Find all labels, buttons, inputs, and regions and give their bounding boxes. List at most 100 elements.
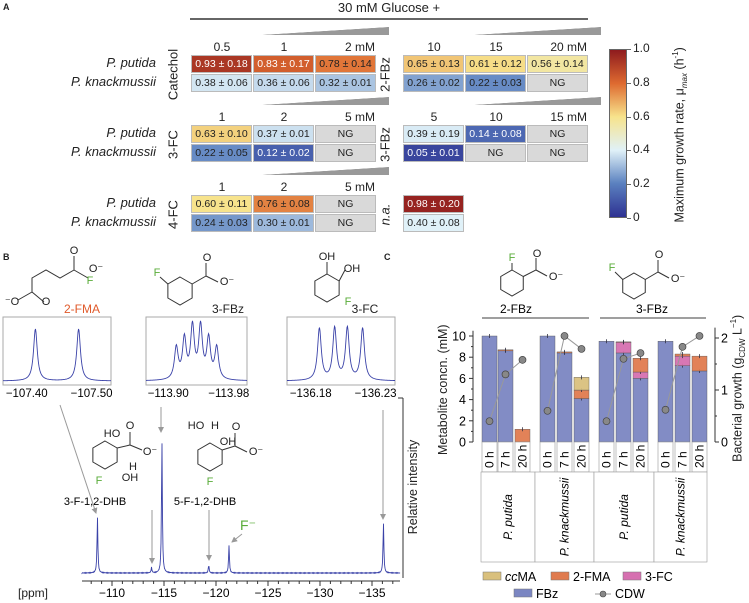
- cdw-point: [577, 345, 586, 353]
- right-tick-label: 2: [721, 332, 728, 346]
- structure-3-f-dhb-atom-label: OH: [122, 472, 139, 484]
- time-label: 20 h: [634, 445, 648, 468]
- structure-2-fma-atom-label: ⁻O: [5, 296, 20, 308]
- strain-label: P. knackmussii: [70, 214, 156, 229]
- legend-label-text: MA: [518, 570, 537, 584]
- structure-2-fbz-bonds: [523, 258, 537, 277]
- strain-label-box: [653, 471, 708, 563]
- growth-rate-cell: 0.14 ± 0.08: [465, 125, 526, 143]
- structure-2-fma-atom-label: O: [42, 296, 51, 308]
- x-tick-label: −125: [254, 586, 281, 600]
- right-tick-label: 0: [721, 436, 728, 450]
- structure-3-fbz-bonds: [614, 271, 624, 280]
- structure-5-f-dhb-atom-label: O: [232, 421, 241, 433]
- structure-3-fbz-bonds: [159, 276, 169, 285]
- concentration-label: 1: [280, 40, 288, 54]
- legend-label-text: 2-FMA: [573, 570, 611, 584]
- concentration-label: 5 mM: [345, 110, 375, 124]
- legend-label: 3-FC: [645, 570, 673, 584]
- concentration-label: 2: [280, 180, 288, 194]
- compound-label-fluoride: F⁻: [240, 517, 256, 533]
- left-tick-label: 2: [459, 414, 466, 428]
- colorbar-tick-label: 0.2: [633, 176, 650, 191]
- substrate-label: 3-FBz: [636, 302, 668, 316]
- left-tick-label: 0: [459, 436, 466, 450]
- time-label: 0 h: [600, 451, 614, 468]
- structure-3-fbz-bonds: [657, 271, 670, 279]
- colorbar-tick-label: 1.0: [633, 41, 650, 55]
- structure-3-fbz-atom-label: F: [609, 262, 616, 274]
- inset-compound-label: 3-FC: [352, 302, 379, 316]
- substrate-label: 2-FBz: [500, 302, 532, 316]
- strain-label: P. knackmussii: [70, 74, 156, 89]
- bar-segment-fbz: [556, 352, 573, 443]
- growth-rate-cell: 0.60 ± 0.11: [191, 195, 252, 213]
- no-growth-cell: NG: [315, 195, 376, 213]
- concentration-label: 2 mM: [345, 40, 375, 54]
- growth-rate-cell: 0.37 ± 0.01: [253, 125, 314, 143]
- inset-compound-label: 3-FBz: [212, 302, 244, 316]
- title-underline: [190, 18, 588, 20]
- bar-segment-2fma: [632, 358, 649, 373]
- y-axis-label-concn: Metabolite concn. (mM): [436, 324, 450, 455]
- concentration-label: 2: [280, 110, 288, 124]
- cdw-point: [501, 370, 510, 379]
- colorbar-label: Maximum growth rate, μmax (h-1): [671, 47, 689, 223]
- structure-2-fbz-ring: [500, 269, 524, 297]
- time-label: 0 h: [483, 451, 497, 468]
- growth-rate-cell: 0.22 ± 0.05: [191, 144, 252, 162]
- bar-segment-2fma: [691, 355, 708, 372]
- structure-5-f-dhb-bonds: [234, 445, 248, 453]
- strain-label: P. putida: [106, 125, 156, 140]
- concentration-label: 5: [430, 110, 438, 124]
- structure-3-fbz-atom-label: F: [154, 267, 161, 279]
- legend-label-text: CDW: [615, 587, 645, 601]
- growth-rate-cell: 0.63 ± 0.10: [191, 125, 252, 143]
- peak-arrow: [231, 533, 243, 543]
- colorbar: [609, 49, 627, 218]
- cdw-point: [695, 332, 704, 340]
- structure-2-fma-atom-label: O⁻: [89, 263, 104, 275]
- growth-rate-cell: 0.38 ± 0.06: [191, 74, 252, 92]
- time-label: 7 h: [499, 451, 513, 468]
- growth-rate-cell: 0.39 ± 0.19: [403, 125, 464, 143]
- structure-3-fbz-atom-label: O: [203, 252, 212, 264]
- structure-3-fbz-atom-label: O⁻: [671, 273, 686, 285]
- growth-rate-cell: 0.76 ± 0.08: [253, 195, 314, 213]
- colorbar-tick: [627, 82, 631, 84]
- inset-frame: [145, 316, 248, 386]
- legend-swatch-2fma: [550, 571, 570, 581]
- bar-segment-fbz: [497, 350, 514, 443]
- left-tick-label: 10: [452, 330, 466, 344]
- growth-rate-cell: 0.56 ± 0.14: [527, 55, 588, 73]
- structure-3-f-dhb-atom-label: F: [96, 475, 103, 487]
- bar-segment-fbz: [481, 335, 498, 443]
- structure-2-fbz-bonds: [535, 269, 548, 277]
- growth-rate-cell: 0.26 ± 0.02: [403, 74, 464, 92]
- time-label: 20 h: [693, 445, 707, 468]
- peak-arrow: [59, 404, 98, 514]
- concentration-label: 5 mM: [345, 180, 375, 194]
- inset-tick-label: −113.90: [148, 388, 189, 400]
- cdw-point: [661, 405, 670, 414]
- left-tick-label: 8: [459, 351, 466, 365]
- concentration-label: 20 mM: [550, 40, 587, 54]
- structure-2-fma-atom-label: O: [70, 245, 79, 257]
- growth-rate-cell: 0.12 ± 0.02: [253, 144, 314, 162]
- structure-3-f-dhb-atom-label: O⁻: [143, 446, 158, 458]
- structure-2-fma-bonds: [73, 269, 89, 279]
- colorbar-tick: [627, 116, 631, 118]
- structure-5-f-dhb-atom-label: HO: [188, 420, 205, 432]
- structure-2-fma-atom-label: F: [87, 275, 94, 287]
- legend-label: ccMA: [505, 570, 537, 584]
- strain-label: P. putida: [106, 195, 156, 210]
- structure-3-f-dhb-atom-label: O: [126, 420, 135, 432]
- growth-rate-cell: 0.30 ± 0.01: [253, 214, 314, 232]
- x-tick-label: −135: [358, 586, 385, 600]
- cdw-point: [636, 349, 645, 357]
- structure-2-fbz-atom-label: F: [509, 252, 516, 264]
- bar-segment-fbz: [674, 365, 691, 443]
- no-growth-cell: NG: [315, 125, 376, 143]
